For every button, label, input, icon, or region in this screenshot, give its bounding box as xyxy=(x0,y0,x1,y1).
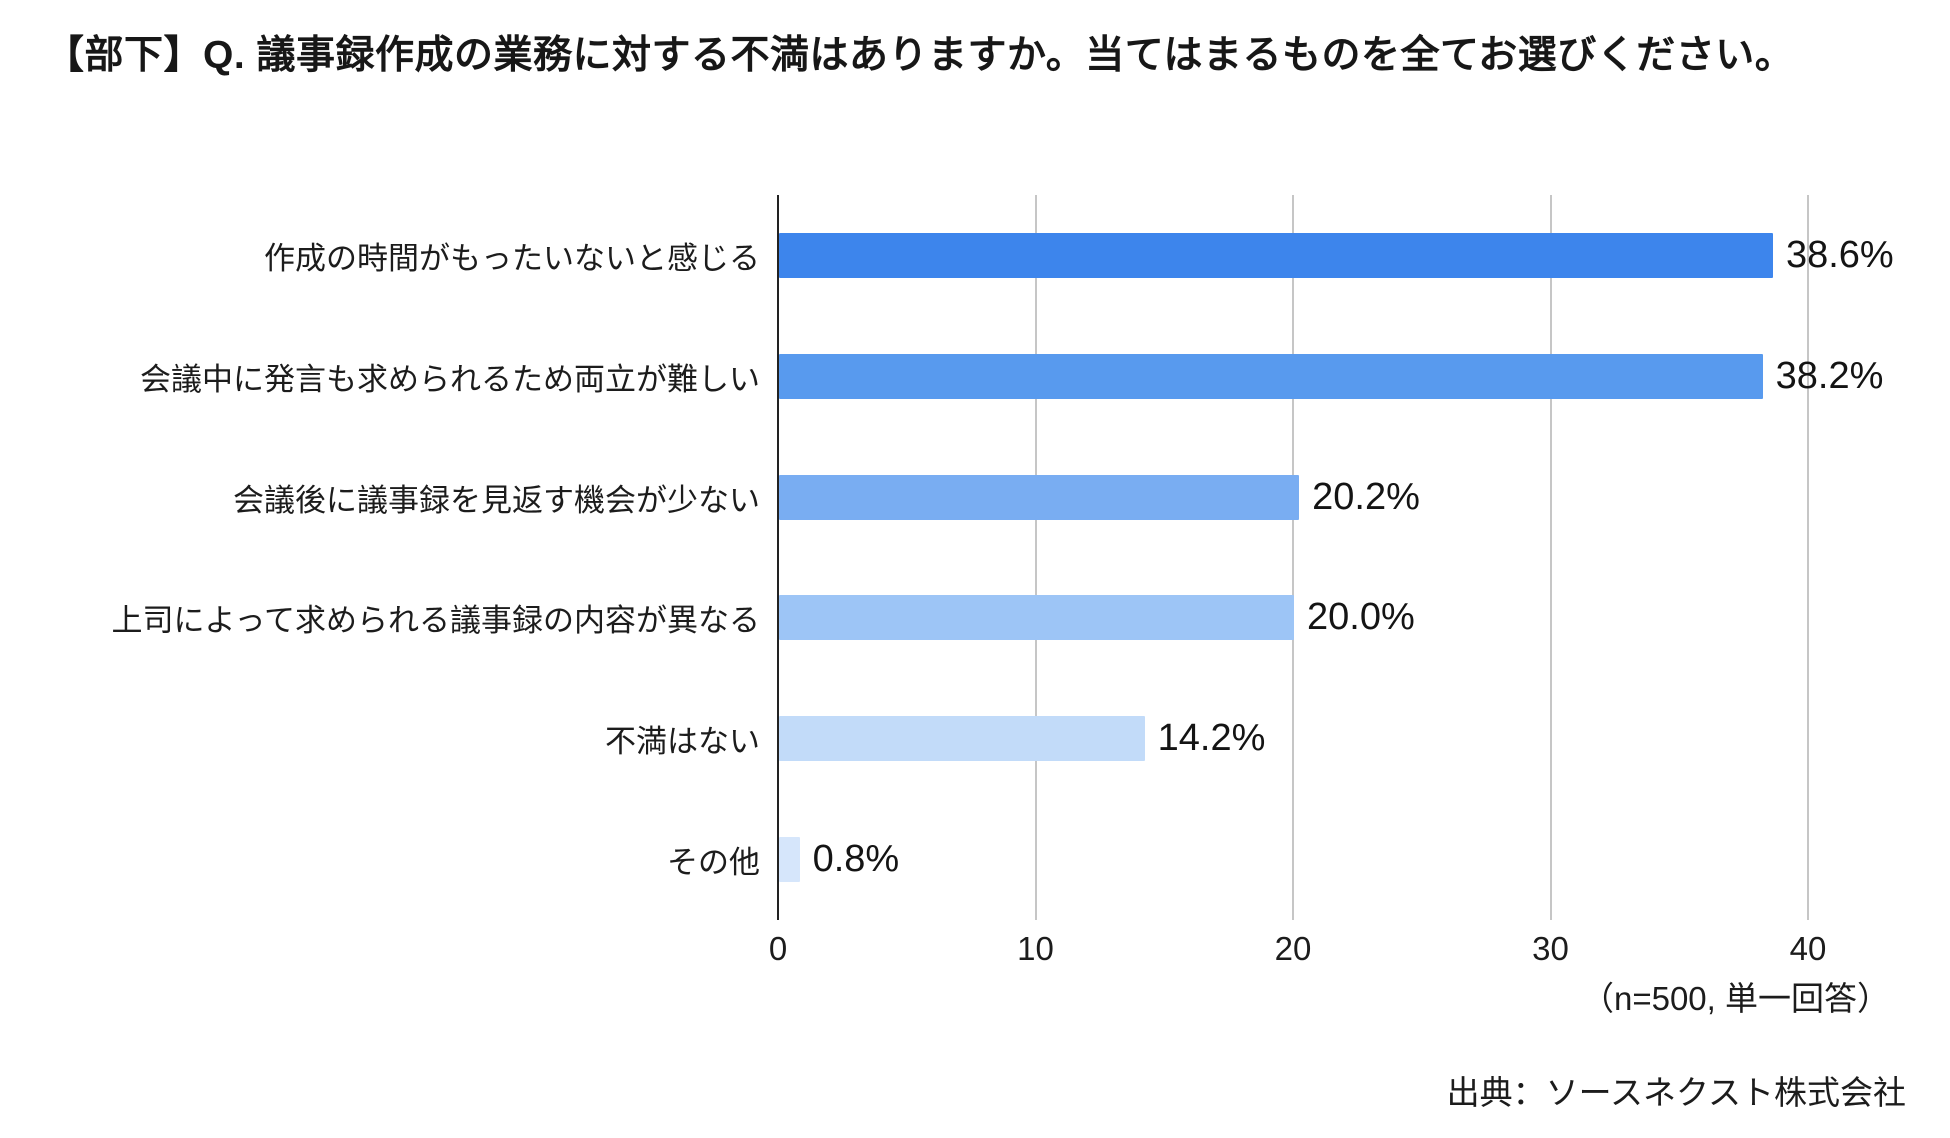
bar xyxy=(779,232,1773,278)
category-label: 会議中に発言も求められるため両立が難しい xyxy=(140,361,760,397)
value-label: 20.0% xyxy=(1307,596,1415,639)
value-label: 38.6% xyxy=(1785,233,1894,276)
category-label: その他 xyxy=(667,845,760,881)
bar xyxy=(779,716,1145,762)
x-tick-label-40: 40 xyxy=(1789,930,1827,967)
value-label: 20.2% xyxy=(1312,475,1420,518)
x-tick-label-0: 0 xyxy=(768,930,788,967)
bar xyxy=(779,353,1763,399)
y-axis-line xyxy=(777,195,779,920)
bar xyxy=(779,837,800,883)
x-tick-label-10: 10 xyxy=(1017,930,1054,967)
category-label: 不満はない xyxy=(605,724,760,760)
x-tick-label-20: 20 xyxy=(1274,930,1312,967)
category-label: 会議後に議事録を見返す機会が少ない xyxy=(233,482,760,518)
gridline-x-30 xyxy=(1549,195,1552,920)
gridline-x-10 xyxy=(1034,195,1037,920)
source-credit: 出典：ソースネクスト株式会社 xyxy=(1446,1074,1906,1111)
chart-title: 【部下】Q. 議事録作成の業務に対する不満はありますか。当てはまるものを全てお選… xyxy=(45,34,1795,77)
sample-size-note: （n=500, 単一回答） xyxy=(1580,980,1890,1017)
category-label: 上司によって求められる議事録の内容が異なる xyxy=(111,603,760,639)
value-label: 14.2% xyxy=(1157,717,1266,760)
value-label: 38.2% xyxy=(1775,354,1884,397)
gridline-x-40 xyxy=(1807,195,1809,920)
bar xyxy=(779,595,1294,641)
value-label: 0.8% xyxy=(812,838,900,881)
x-tick-label-30: 30 xyxy=(1532,930,1569,967)
bar xyxy=(779,474,1300,520)
gridline-x-20 xyxy=(1292,195,1294,920)
category-label: 作成の時間がもったいないと感じる xyxy=(264,240,760,276)
